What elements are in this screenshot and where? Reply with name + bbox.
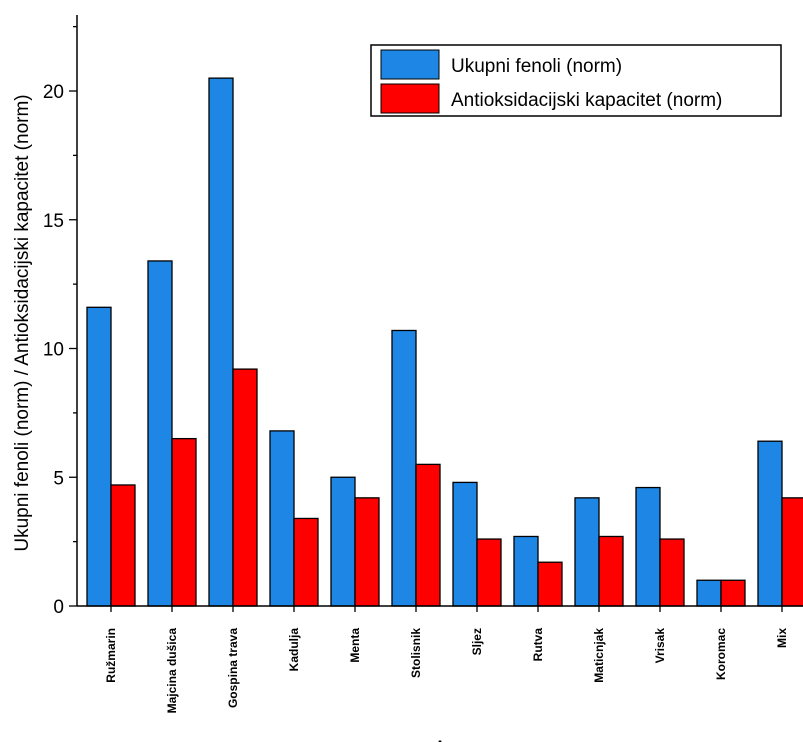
bar-ukupni-fenoli-norm-maticnjak bbox=[574, 497, 600, 607]
y-tick-label: 15 bbox=[43, 211, 64, 232]
legend-swatch-ukupni-fenoli bbox=[380, 49, 440, 80]
bar-ukupni-fenoli-norm-ruzmarin bbox=[86, 306, 112, 607]
bar-ukupni-fenoli-norm-stolisnik bbox=[391, 329, 417, 607]
bar-antioksidacijski-kapacitet-norm-sljez bbox=[476, 538, 502, 607]
x-tick-label-sljez: Sljez bbox=[470, 628, 484, 655]
x-tick-label-gospina-trava: Gospina trava bbox=[226, 628, 240, 708]
bar-ukupni-fenoli-norm-rutva bbox=[513, 535, 539, 607]
bar-antioksidacijski-kapacitet-norm-majcina-dusica bbox=[171, 437, 197, 607]
y-tick-label: 10 bbox=[43, 340, 64, 361]
y-ticks-group: 0 5 10 15 20 bbox=[43, 25, 77, 618]
bar-ukupni-fenoli-norm-majcina-dusica bbox=[147, 260, 173, 607]
y-axis-title: Ukupni fenoli (norm) / Antioksidacijski … bbox=[12, 94, 33, 551]
bar-ukupni-fenoli-norm-mix bbox=[757, 440, 783, 607]
bar-antioksidacijski-kapacitet-norm-stolisnik bbox=[415, 463, 441, 607]
y-tick-label: 0 bbox=[53, 597, 64, 618]
bar-antioksidacijski-kapacitet-norm-vrisak bbox=[659, 538, 685, 607]
bar-ukupni-fenoli-norm-menta bbox=[330, 476, 356, 607]
x-tick-label-vrisak: Vrisak bbox=[653, 628, 667, 664]
bar-antioksidacijski-kapacitet-norm-kadulja bbox=[293, 517, 319, 607]
axes-group bbox=[76, 15, 803, 607]
y-tick-label: 5 bbox=[53, 468, 64, 489]
x-labels-group: Ružmarin Majcina dušica Gospina trava Kadul… bbox=[104, 606, 789, 713]
bar-ukupni-fenoli-norm-vrisak bbox=[635, 486, 661, 607]
bar-ukupni-fenoli-norm-sljez bbox=[452, 481, 478, 607]
bar-antioksidacijski-kapacitet-norm-menta bbox=[354, 497, 380, 607]
x-tick-label-majcina-dusica: Majcina dušica bbox=[165, 628, 179, 714]
x-tick-label-kadulja: Kadulja bbox=[287, 628, 301, 672]
x-tick-label-ruzmarin: Ružmarin bbox=[104, 628, 118, 683]
legend: Ukupni fenoli (norm) Antioksidacijski ka… bbox=[370, 44, 782, 117]
bar-antioksidacijski-kapacitet-norm-rutva bbox=[537, 561, 563, 607]
legend-swatch-antioksidacijski-kapacitet bbox=[380, 83, 440, 114]
bar-ukupni-fenoli-norm-gospina-trava bbox=[208, 77, 234, 607]
x-tick-label-stolisnik: Stolisnik bbox=[409, 628, 423, 678]
y-tick-label: 20 bbox=[43, 82, 64, 103]
legend-label-ukupni-fenoli: Ukupni fenoli (norm) bbox=[451, 56, 622, 77]
bar-antioksidacijski-kapacitet-norm-gospina-trava bbox=[232, 368, 258, 607]
bar-ukupni-fenoli-norm-koromac bbox=[696, 579, 722, 607]
x-tick-label-maticnjak: Maticnjak bbox=[592, 628, 606, 683]
bars-group bbox=[86, 77, 803, 607]
bar-antioksidacijski-kapacitet-norm-ruzmarin bbox=[110, 484, 136, 607]
x-tick-label-rutva: Rutva bbox=[531, 628, 545, 662]
bar-antioksidacijski-kapacitet-norm-maticnjak bbox=[598, 535, 624, 607]
x-axis-title: A bbox=[434, 738, 447, 742]
bar-antioksidacijski-kapacitet-norm-mix bbox=[781, 497, 803, 607]
bar-ukupni-fenoli-norm-kadulja bbox=[269, 430, 295, 607]
x-tick-label-mix: Mix bbox=[775, 628, 789, 648]
x-tick-label-koromac: Koromac bbox=[714, 628, 728, 680]
legend-label-antioksidacijski-kapacitet: Antioksidacijski kapacitet (norm) bbox=[451, 90, 722, 111]
x-tick-label-menta: Menta bbox=[348, 628, 362, 663]
bar-antioksidacijski-kapacitet-norm-koromac bbox=[720, 579, 746, 607]
